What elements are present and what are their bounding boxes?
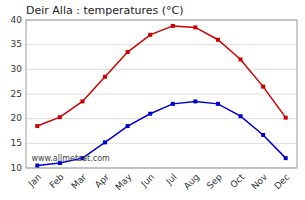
plot-frame [26,20,297,168]
plot-area [26,20,297,168]
y-tick-label: 20 [11,113,23,123]
marker [284,156,288,160]
watermark: www.allmetsat.com [31,154,110,163]
x-tick-label: Nov [250,171,270,191]
grid-line [26,143,297,144]
marker [216,102,220,106]
marker [261,85,265,89]
x-tick-label: Sep [205,172,224,191]
marker [171,24,175,28]
grid-line [26,118,297,119]
marker [126,50,130,54]
marker [193,25,197,29]
marker [126,124,130,128]
x-tick-label: Aug [182,172,202,192]
series-group [35,24,287,168]
x-tick-label: Apr [93,172,111,190]
y-tick-label: 30 [11,64,23,74]
title: Deir Alla : temperatures (°C) [26,4,184,17]
y-tick-label: 15 [11,138,22,148]
marker [193,99,197,103]
x-tick-label: Dec [272,172,291,191]
x-tick-label: Mar [69,172,88,191]
marker [35,164,39,168]
marker [171,102,175,106]
marker [284,116,288,120]
marker [216,38,220,42]
x-tick-label: May [113,171,134,192]
line [37,26,285,126]
marker [261,133,265,137]
chart: 10 15 20 25 30 35 40 JanFebMar AprMayJun Jul AugSe… [0,0,305,200]
x-tick-label: Jan [26,172,44,190]
marker [103,75,107,79]
grid-line [26,69,297,70]
marker [148,112,152,116]
marker [58,115,62,119]
grid-line [26,44,297,45]
marker [80,99,84,103]
marker [239,57,243,61]
x-tick-label: Oct [228,172,246,190]
x-tick-label: Jun [138,172,156,190]
marker [239,114,243,118]
x-tick-label: Jul [163,172,178,187]
y-tick-label: 40 [11,15,23,25]
x-tick-label: Feb [47,172,66,191]
y-tick-label: 35 [11,39,22,49]
marker [148,33,152,37]
grid-line [26,94,297,95]
marker [103,140,107,144]
y-tick-label: 10 [11,163,23,173]
y-tick-label: 25 [11,89,22,99]
marker [35,124,39,128]
